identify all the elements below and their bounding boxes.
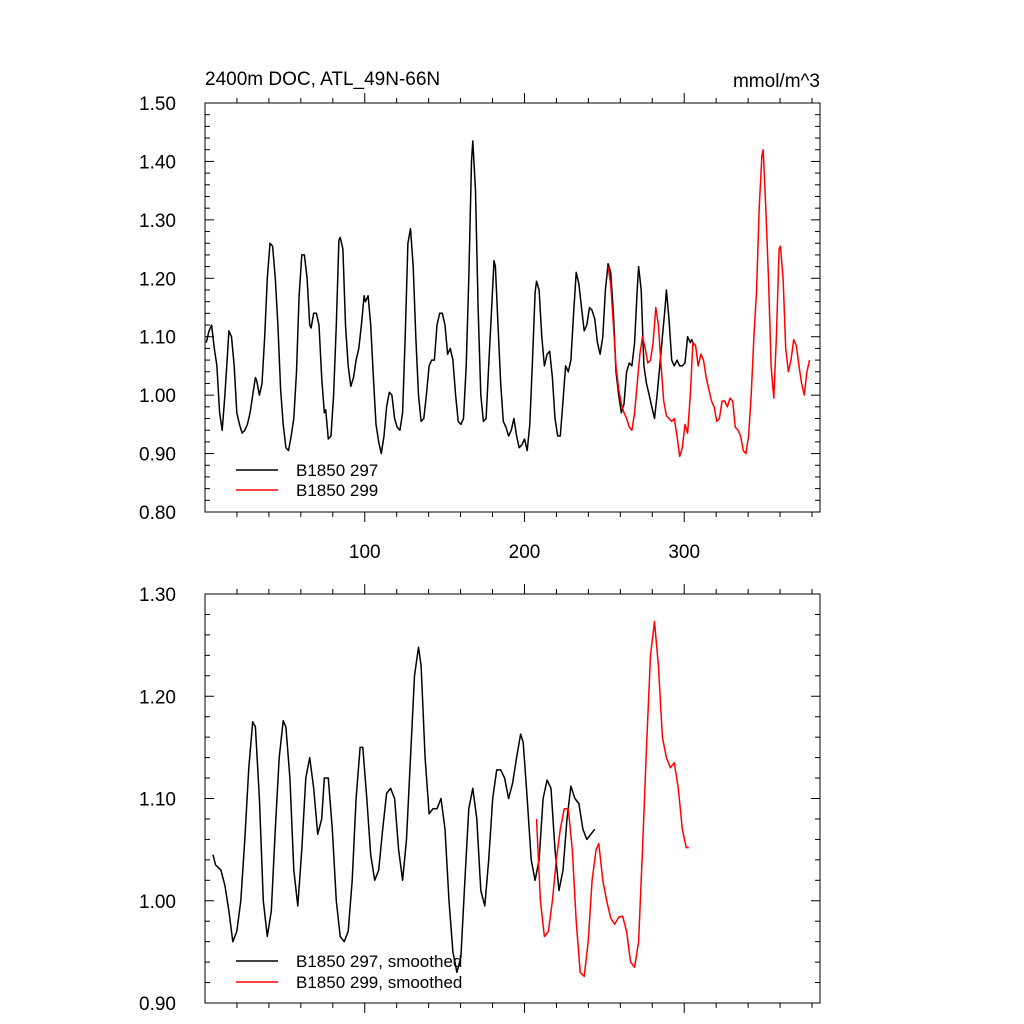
y-tick-label: 1.10: [139, 328, 176, 349]
y-tick-label: 1.50: [139, 94, 176, 115]
plot-frame: [204, 593, 821, 1004]
chart-title: 2400m DOC, ATL_49N-66N: [205, 69, 440, 90]
legend-label-0: B1850 297: [296, 461, 378, 480]
units-label: mmol/m^3: [733, 71, 820, 92]
series-line-0: [205, 140, 695, 455]
y-tick-label: 1.20: [139, 687, 176, 708]
legend-label-1: B1850 299, smoothed: [296, 973, 462, 992]
y-tick-label: 1.10: [139, 790, 176, 811]
y-tick-label: 1.00: [139, 892, 176, 913]
y-tick-label: 0.80: [139, 503, 176, 524]
y-tick-label: 1.40: [139, 152, 176, 173]
y-tick-label: 1.30: [139, 585, 176, 606]
top-panel: 2400m DOC, ATL_49N-66N mmol/m^3 0.80 0.90 1.…: [139, 69, 821, 563]
plot-frame: [204, 102, 821, 513]
bottom-panel: 0.90 1.00 1.10 1.20 1.30 B1850 297, smoothed B…: [139, 584, 821, 1015]
series-line-0: [212, 646, 596, 974]
x-tick-label: 200: [509, 542, 541, 563]
x-tick-label: 300: [668, 542, 700, 563]
y-tick-label: 1.00: [139, 386, 176, 407]
y-tick-label: 0.90: [139, 994, 176, 1015]
series-line-1: [607, 148, 811, 458]
y-tick-label: 1.30: [139, 211, 176, 232]
x-tick-label: 100: [349, 542, 381, 563]
y-tick-label: 0.90: [139, 445, 176, 466]
legend-label-0: B1850 297, smoothed: [296, 952, 462, 971]
legend-label-1: B1850 299: [296, 481, 378, 500]
y-tick-label: 1.20: [139, 269, 176, 290]
series-line-1: [535, 620, 689, 978]
